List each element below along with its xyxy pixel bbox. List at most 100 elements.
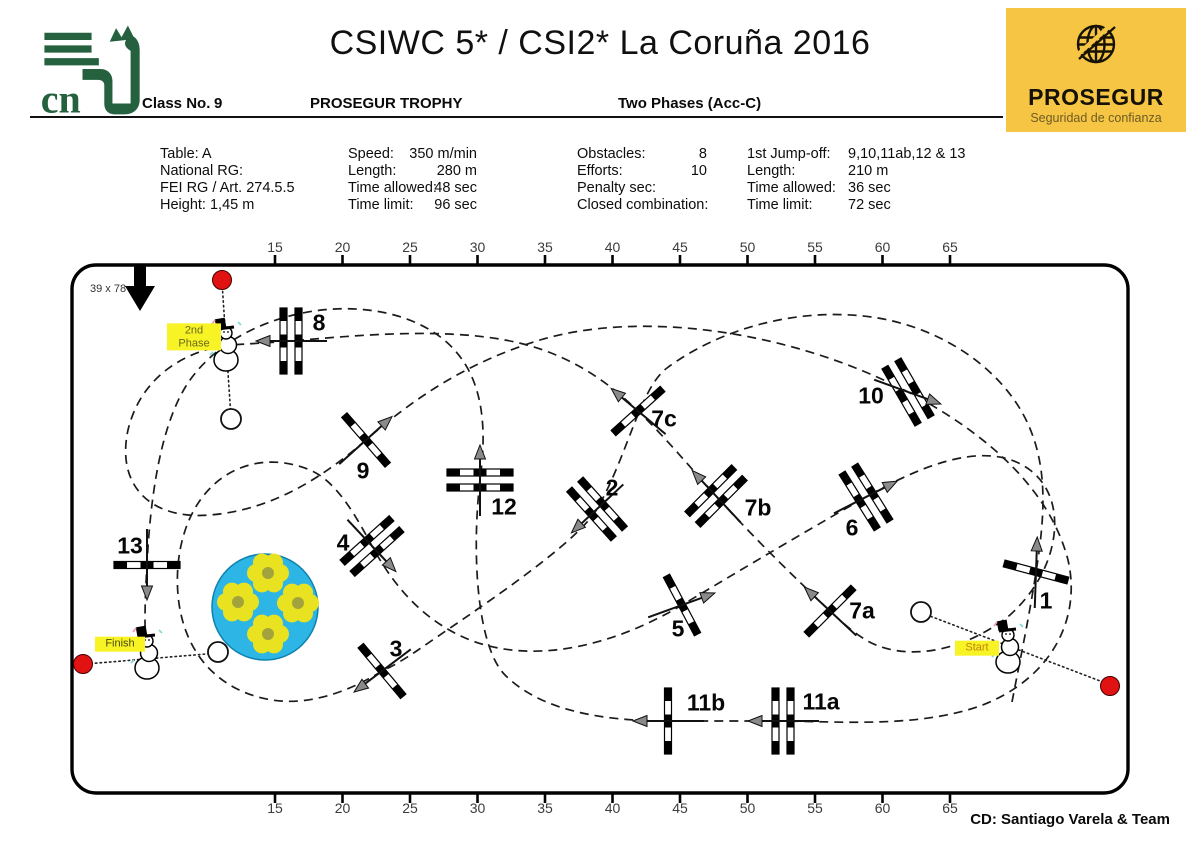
jump-direction-arrow: [699, 478, 742, 524]
jump-direction-arrow: [579, 483, 625, 526]
jump-direction-arrowhead: [803, 586, 820, 602]
ruler-number: 20: [334, 800, 351, 816]
jump-number-label-11b: 11b: [686, 689, 726, 716]
ruler-number: 15: [267, 800, 283, 816]
jump-direction-arrowhead: [610, 387, 627, 403]
ruler-number: 30: [469, 239, 486, 255]
info-value: 36 sec: [848, 180, 891, 196]
trophy-name: PROSEGUR TROPHY: [310, 95, 463, 112]
info-label: Obstacles:: [577, 146, 646, 162]
jump-number-label-7c: 7c: [651, 405, 677, 432]
flower-icon: [247, 553, 289, 593]
ruler-number: 15: [267, 239, 283, 255]
jump-bars: [881, 357, 935, 427]
jump-number-label-12: 12: [491, 493, 517, 520]
course-marker-label: 2nd Phase: [167, 323, 221, 351]
cn-logo-text: cn: [41, 77, 81, 118]
jump-number-label-10: 10: [858, 382, 884, 409]
info-value: 280 m: [436, 163, 477, 179]
info-value: 9,10,11ab,12 & 13: [848, 146, 966, 162]
white-flag-marker: [220, 408, 242, 430]
competition-format: Two Phases (Acc-C): [618, 95, 762, 112]
jump-direction-arrow: [363, 648, 412, 686]
ruler-number: 55: [807, 239, 823, 255]
jump-direction-arrowhead: [352, 678, 370, 693]
ruler-number: 40: [604, 239, 621, 255]
info-label: 1st Jump-off:: [747, 146, 831, 162]
info-label: Length:: [747, 163, 796, 179]
ruler-number: 60: [874, 239, 891, 255]
red-flag-marker: [212, 270, 232, 290]
info-line: FEI RG / Art. 274.5.5: [160, 180, 295, 196]
jump-number-label-3: 3: [389, 635, 403, 662]
info-label: Penalty sec:: [577, 180, 656, 196]
entrance-arrow-icon: [125, 265, 155, 311]
ruler-number: 50: [739, 800, 756, 816]
jump-number-label-5: 5: [671, 615, 685, 642]
snowman-figure: [209, 317, 242, 372]
info-value: 96 sec: [434, 197, 477, 213]
ruler-number: 55: [807, 800, 823, 816]
red-flag-marker: [1100, 676, 1120, 696]
header-divider: [30, 116, 1003, 118]
ruler-number: 65: [942, 239, 958, 255]
jump-number-label-2: 2: [605, 474, 619, 501]
course-route-path: [176, 313, 1056, 703]
prosegur-wordmark: PROSEGUR: [1028, 84, 1164, 110]
ruler-number: 45: [672, 239, 688, 255]
jump-direction-arrowhead: [881, 480, 899, 494]
jump-number-label-7a: 7a: [849, 597, 875, 624]
ruler-number: 50: [739, 239, 756, 255]
jump-direction-arrowhead: [631, 714, 648, 728]
info-label: Time limit:: [747, 197, 813, 213]
jump-direction-arrow: [833, 485, 887, 515]
jump-direction-arrow: [873, 378, 930, 401]
ruler-number: 40: [604, 800, 621, 816]
info-value: 8: [698, 146, 707, 162]
jump-number-label-1: 1: [1039, 587, 1053, 614]
snowman-figure: [130, 625, 163, 680]
flower-icon: [277, 583, 319, 623]
info-label: Time limit:: [348, 197, 414, 213]
snowman-figure: [991, 619, 1024, 674]
jump-direction-arrowhead: [925, 393, 943, 405]
jump-number-label-8: 8: [312, 309, 326, 336]
ruler-number: 30: [469, 800, 486, 816]
jump-direction-arrowhead: [254, 334, 271, 348]
jump-direction-arrowhead: [1030, 535, 1043, 552]
ruler-number: 35: [537, 800, 553, 816]
jump-number-label-13: 13: [117, 532, 143, 559]
prosegur-tagline: Seguridad de confianza: [1030, 111, 1162, 125]
ruler-number: 60: [874, 800, 891, 816]
ruler-number: 35: [537, 239, 553, 255]
jump-direction-arrowhead: [473, 443, 487, 460]
cn-logo: cn: [41, 25, 140, 118]
info-line: Height: 1,45 m: [160, 197, 255, 213]
jump-direction-arrow: [346, 518, 389, 564]
info-value: 48 sec: [434, 180, 477, 196]
jump-direction-arrowhead: [691, 469, 707, 486]
ruler-number: 65: [942, 800, 958, 816]
jump-direction-arrowhead: [570, 518, 587, 534]
jump-direction-arrowhead: [746, 714, 763, 728]
jump-direction-arrowhead: [381, 556, 397, 573]
ruler-number: 25: [402, 800, 418, 816]
jump-number-label-11a: 11a: [802, 688, 840, 715]
flower-icon: [247, 614, 289, 654]
red-flag-marker: [73, 654, 93, 674]
jump-number-label-4: 4: [336, 529, 350, 556]
info-line: Table: A: [160, 146, 212, 162]
jump-direction-arrow: [647, 596, 704, 619]
info-label: Closed combination:: [577, 197, 709, 213]
class-number: 9: [214, 95, 223, 112]
arena-border: [70, 263, 1130, 795]
class-label: Class No.: [142, 95, 211, 112]
jump-number-label-6: 6: [845, 514, 859, 541]
jump-direction-arrow: [619, 395, 667, 435]
white-flag-marker: [207, 641, 229, 663]
jump-direction-arrow: [812, 594, 858, 637]
info-label: Speed:: [348, 146, 394, 162]
ruler-number: 45: [672, 800, 688, 816]
